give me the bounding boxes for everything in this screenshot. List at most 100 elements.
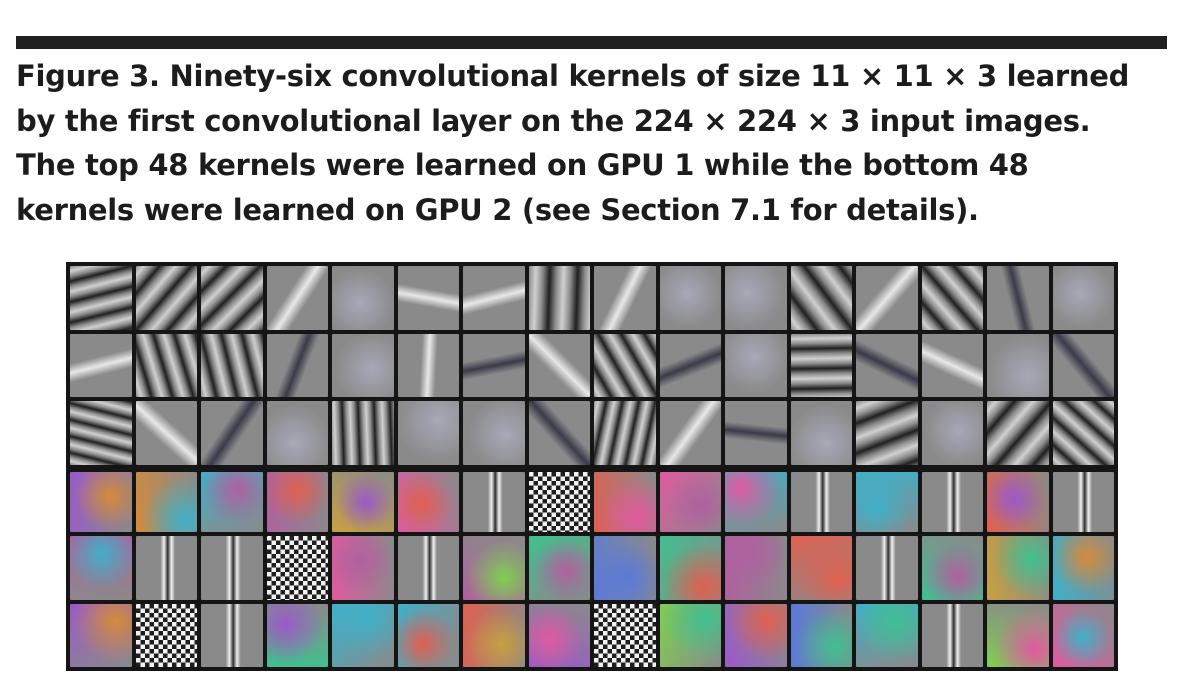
gpu1-kernel bbox=[725, 266, 787, 330]
gpu1-kernel bbox=[332, 266, 394, 330]
gpu2-kernel bbox=[594, 536, 656, 600]
gpu2-kernel bbox=[1052, 536, 1114, 600]
gpu2-kernel bbox=[463, 471, 525, 532]
gpu1-kernel bbox=[594, 333, 656, 397]
gpu2-kernel bbox=[790, 471, 852, 532]
gpu1-kernel bbox=[332, 401, 394, 465]
gpu2-kernel bbox=[1052, 471, 1114, 532]
gpu1-kernel bbox=[397, 333, 459, 397]
gpu2-kernel bbox=[856, 603, 918, 667]
gpu2-kernel bbox=[725, 471, 787, 532]
gpu1-kernel bbox=[921, 266, 983, 330]
gpu2-kernel bbox=[397, 536, 459, 600]
gpu1-kernel bbox=[463, 333, 525, 397]
gpu1-kernel bbox=[987, 266, 1049, 330]
gpu2-kernel bbox=[135, 471, 197, 532]
gpu2-kernel bbox=[201, 603, 263, 667]
gpu2-kernel bbox=[332, 603, 394, 667]
caption-line-4: kernels were learned on GPU 2 (see Secti… bbox=[16, 192, 979, 227]
gpu2-kernel bbox=[463, 536, 525, 600]
gpu2-kernel bbox=[725, 603, 787, 667]
gpu2-kernel bbox=[397, 603, 459, 667]
gpu1-kernel bbox=[70, 333, 132, 397]
gpu1-kernel bbox=[921, 401, 983, 465]
gpu1-kernel bbox=[1052, 401, 1114, 465]
gpu1-kernel bbox=[659, 401, 721, 465]
gpu2-kernel bbox=[921, 603, 983, 667]
gpu1-kernel bbox=[659, 266, 721, 330]
caption-line-2: by the first convolutional layer on the … bbox=[16, 103, 1091, 138]
gpu2-kernel bbox=[528, 471, 590, 532]
gpu1-kernel bbox=[659, 333, 721, 397]
gpu1-kernel bbox=[201, 266, 263, 330]
caption-line-3: The top 48 kernels were learned on GPU 1… bbox=[16, 148, 1029, 182]
gpu2-kernel bbox=[659, 603, 721, 667]
gpu2-kernel bbox=[987, 471, 1049, 532]
gpu2-kernel bbox=[528, 603, 590, 667]
gpu2-kernel bbox=[921, 536, 983, 600]
gpu2-kernel bbox=[201, 471, 263, 532]
gpu1-kernel bbox=[1052, 266, 1114, 330]
gpu2-kernel bbox=[659, 471, 721, 532]
gpu1-kernel bbox=[397, 401, 459, 465]
gpu2-kernel bbox=[332, 536, 394, 600]
gpu1-kernel bbox=[528, 266, 590, 330]
gpu1-kernel bbox=[266, 266, 328, 330]
gpu1-kernel bbox=[201, 401, 263, 465]
gpu2-kernel bbox=[659, 536, 721, 600]
gpu2-kernel bbox=[397, 471, 459, 532]
gpu1-kernel bbox=[463, 266, 525, 330]
gpu1-kernel bbox=[201, 333, 263, 397]
gpu1-kernel bbox=[135, 266, 197, 330]
gpu2-kernel bbox=[266, 471, 328, 532]
kernel-grid bbox=[66, 262, 1118, 671]
gpu2-kernel bbox=[266, 603, 328, 667]
gpu1-kernel bbox=[70, 401, 132, 465]
gpu2-kernel bbox=[70, 603, 132, 667]
gpu1-kernel bbox=[266, 333, 328, 397]
gpu2-kernel bbox=[463, 603, 525, 667]
gpu2-kernel bbox=[135, 536, 197, 600]
gpu1-kernel bbox=[725, 333, 787, 397]
gpu1-kernel bbox=[856, 333, 918, 397]
gpu1-kernel bbox=[266, 401, 328, 465]
figure-caption: Figure 3. Ninety-six convolutional kerne… bbox=[16, 54, 1171, 232]
gpu1-kernel bbox=[725, 401, 787, 465]
gpu2-kernel bbox=[725, 536, 787, 600]
caption-line-1: Figure 3. Ninety-six convolutional kerne… bbox=[16, 59, 1130, 93]
gpu1-kernel bbox=[856, 266, 918, 330]
gpu1-kernel bbox=[397, 266, 459, 330]
gpu1-kernel bbox=[135, 333, 197, 397]
gpu2-kernel bbox=[856, 471, 918, 532]
gpu2-kernel bbox=[987, 603, 1049, 667]
gpu2-kernel bbox=[135, 603, 197, 667]
gpu1-kernel bbox=[463, 401, 525, 465]
gpu1-kernel bbox=[528, 401, 590, 465]
gpu2-kernel bbox=[70, 536, 132, 600]
gpu2-kernel bbox=[790, 603, 852, 667]
gpu1-kernel bbox=[332, 333, 394, 397]
gpu2-kernel bbox=[856, 536, 918, 600]
gpu2-kernel bbox=[921, 471, 983, 532]
gpu2-kernel bbox=[987, 536, 1049, 600]
gpu2-kernel bbox=[332, 471, 394, 532]
top-rule bbox=[16, 36, 1167, 49]
gpu2-kernel bbox=[266, 536, 328, 600]
gpu2-kernel bbox=[70, 471, 132, 532]
gpu2-kernel bbox=[594, 603, 656, 667]
gpu1-kernel bbox=[790, 401, 852, 465]
gpu1-kernel bbox=[1052, 333, 1114, 397]
gpu1-kernel bbox=[594, 266, 656, 330]
gpu1-kernel bbox=[987, 401, 1049, 465]
gpu1-kernel bbox=[528, 333, 590, 397]
gpu1-kernel bbox=[856, 401, 918, 465]
gpu1-kernel bbox=[790, 333, 852, 397]
gpu1-kernel bbox=[135, 401, 197, 465]
gpu2-kernel bbox=[1052, 603, 1114, 667]
gpu1-kernel bbox=[987, 333, 1049, 397]
gpu2-kernel bbox=[201, 536, 263, 600]
gpu2-kernel bbox=[594, 471, 656, 532]
gpu1-kernel bbox=[70, 266, 132, 330]
gpu2-kernel bbox=[790, 536, 852, 600]
gpu1-kernel bbox=[921, 333, 983, 397]
